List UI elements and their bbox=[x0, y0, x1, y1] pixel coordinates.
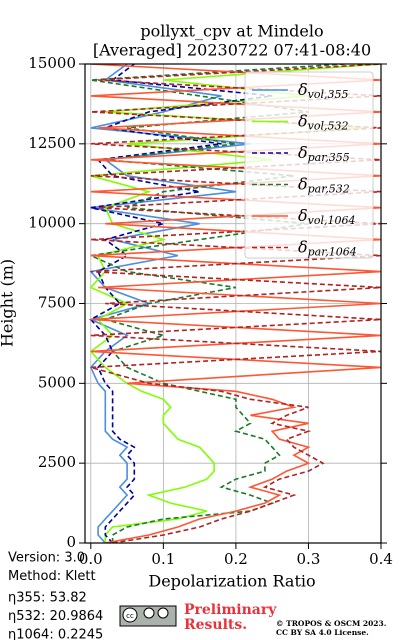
notice: Results. bbox=[184, 617, 247, 633]
legend-label: δpar,1064 bbox=[298, 237, 357, 259]
cc-logo: cc bbox=[119, 605, 177, 627]
x-tick-label: 0.3 bbox=[297, 550, 321, 568]
annotation: η532: 20.9864 bbox=[8, 609, 103, 624]
x-tick-label: 0.4 bbox=[369, 550, 393, 568]
copyright: CC BY SA 4.0 License. bbox=[276, 628, 369, 637]
legend-label: δpar,355 bbox=[298, 143, 350, 165]
copyright: © TROPOS & OSCM 2023. bbox=[276, 619, 386, 628]
y-tick-label: 2500 bbox=[38, 453, 76, 471]
series-line bbox=[88, 64, 251, 543]
legend-box bbox=[244, 71, 374, 259]
annotation: η1064: 0.2245 bbox=[8, 628, 103, 640]
y-axis-label: Height (m) bbox=[0, 259, 17, 347]
legend-label: δpar,532 bbox=[298, 174, 350, 196]
chart-subtitle: [Averaged] 20230722 07:41-08:40 bbox=[93, 41, 371, 60]
legend-label: δvol,532 bbox=[298, 111, 349, 133]
x-tick-label: 0.1 bbox=[151, 550, 175, 568]
series-line bbox=[87, 64, 345, 543]
svg-text:cc: cc bbox=[126, 612, 134, 620]
y-tick-label: 0 bbox=[66, 533, 76, 551]
notice: Preliminary bbox=[184, 602, 277, 618]
series-line bbox=[90, 64, 381, 543]
x-tick-label: 0.0 bbox=[79, 550, 103, 568]
x-axis-label: Depolarization Ratio bbox=[148, 572, 315, 591]
annotation: η355: 53.82 bbox=[8, 591, 87, 606]
y-tick-label: 15000 bbox=[28, 54, 76, 72]
annotation: Method: Klett bbox=[8, 569, 96, 584]
legend-label: δvol,355 bbox=[298, 80, 349, 102]
y-tick-label: 7500 bbox=[38, 294, 76, 312]
x-tick-label: 0.2 bbox=[224, 550, 248, 568]
plot-frame bbox=[84, 63, 382, 544]
legend-label: δvol,1064 bbox=[298, 206, 356, 228]
y-tick-label: 10000 bbox=[28, 214, 76, 232]
y-tick-label: 5000 bbox=[38, 373, 76, 391]
chart-title: pollyxt_cpv at Mindelo bbox=[140, 22, 323, 41]
y-tick-label: 12500 bbox=[28, 134, 76, 152]
annotation: Version: 3.0 bbox=[8, 551, 85, 566]
